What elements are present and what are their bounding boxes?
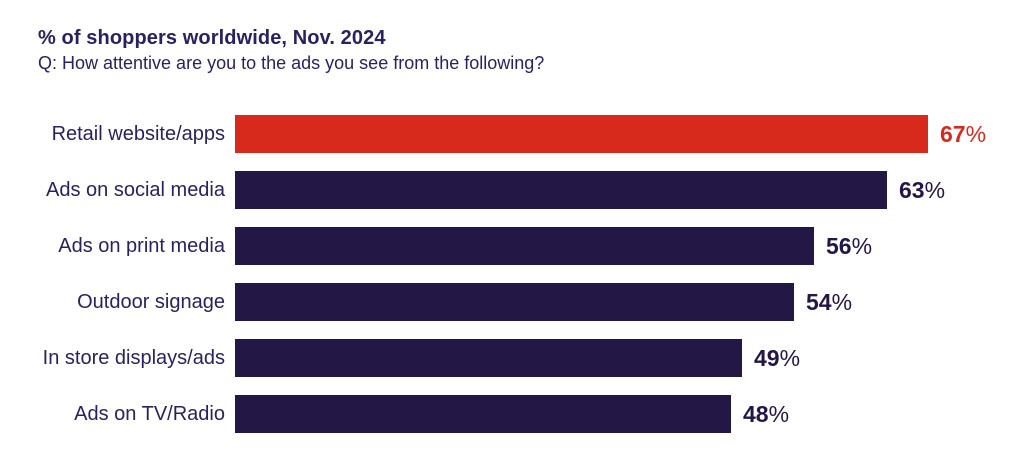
bar-label: Ads on print media (58, 234, 225, 257)
bar-value: 63% (899, 177, 945, 204)
chart-title: % of shoppers worldwide, Nov. 2024 (38, 27, 386, 49)
bar (235, 115, 928, 153)
bar-value-suffix: % (831, 288, 853, 315)
bar-value: 67% (940, 121, 986, 148)
bar-value-number: 54 (806, 288, 832, 315)
bar-value-suffix: % (768, 400, 790, 427)
bar-row: Retail website/apps 67% (0, 115, 986, 153)
bar (235, 171, 887, 209)
bar-value-suffix: % (851, 232, 873, 259)
bar-label: Ads on TV/Radio (74, 402, 225, 425)
bar-row: Outdoor signage 54% (0, 283, 986, 321)
bar-value: 54% (806, 289, 852, 316)
bar-row: Ads on print media 56% (0, 227, 986, 265)
bar-value-suffix: % (779, 344, 801, 371)
bar-row: Ads on TV/Radio 48% (0, 395, 986, 433)
bar-value: 48% (743, 401, 789, 428)
bar-row: In store displays/ads 49% (0, 339, 986, 377)
bar-value-number: 56 (826, 232, 852, 259)
bar (235, 395, 731, 433)
bar-label: Ads on social media (46, 178, 225, 201)
bar-chart: Retail website/apps 67% Ads on social medi… (0, 115, 986, 433)
bar-row: Ads on social media 63% (0, 171, 986, 209)
bar (235, 283, 794, 321)
bar-value: 49% (754, 345, 800, 372)
chart-subtitle: Q: How attentive are you to the ads you … (38, 53, 545, 73)
chart-header: % of shoppers worldwide, Nov. 2024 Q: Ho… (38, 27, 544, 74)
bar-value-number: 67 (940, 120, 966, 147)
bar-value-suffix: % (965, 120, 987, 147)
bar-label: In store displays/ads (42, 346, 225, 369)
bar (235, 227, 814, 265)
bar-label: Outdoor signage (77, 290, 225, 313)
bar-value-number: 63 (899, 176, 925, 203)
bar-value-number: 48 (743, 400, 769, 427)
bar-value-number: 49 (754, 344, 780, 371)
bar-value: 56% (826, 233, 872, 260)
bar (235, 339, 742, 377)
bar-value-suffix: % (924, 176, 946, 203)
bar-label: Retail website/apps (51, 122, 225, 145)
